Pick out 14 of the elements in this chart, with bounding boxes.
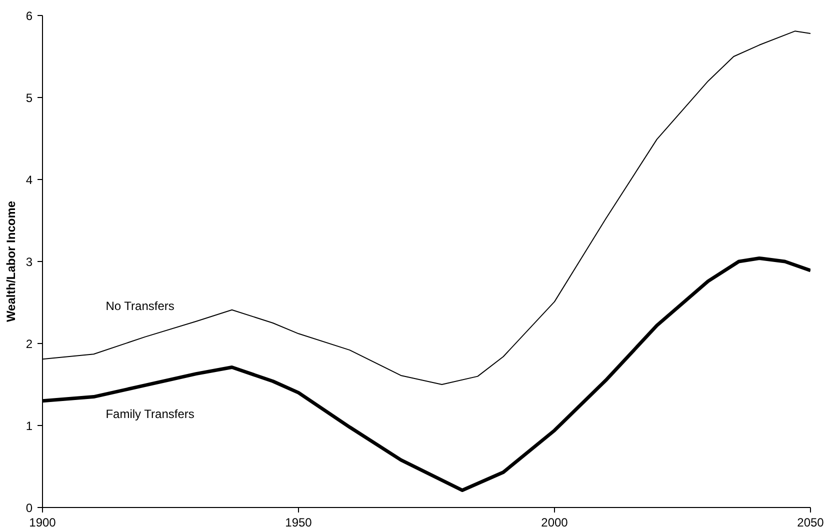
y-tick-label: 3 [26,255,33,269]
y-tick-label: 6 [26,9,33,23]
y-tick-label: 5 [26,91,33,105]
y-tick-label: 1 [26,419,33,433]
y-tick-label: 2 [26,337,33,351]
series-label: No Transfers [106,299,174,314]
y-axis-title: Wealth/Labor Income [4,200,18,322]
x-tick-label: 2050 [797,516,824,529]
y-tick-label: 4 [26,173,33,187]
x-tick-label: 2000 [541,516,568,529]
y-tick-label: 0 [26,501,33,515]
series-label: Family Transfers [106,406,194,421]
x-tick-label: 1950 [285,516,312,529]
x-tick-label: 1900 [29,516,56,529]
